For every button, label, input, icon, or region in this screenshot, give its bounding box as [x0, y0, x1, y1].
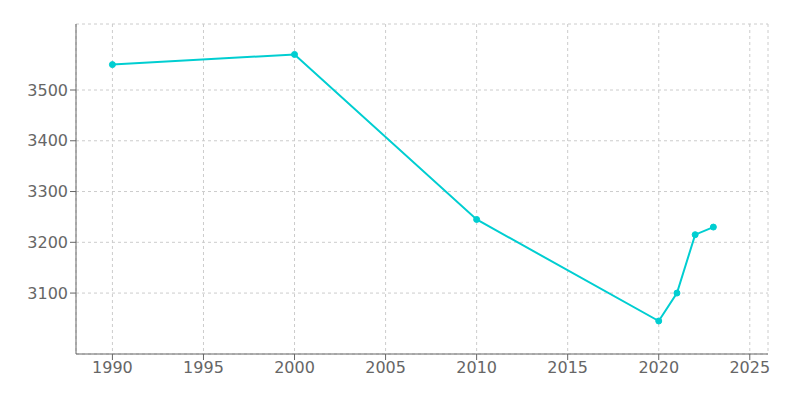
svg-text:1990: 1990 [92, 358, 133, 377]
svg-text:2000: 2000 [274, 358, 315, 377]
svg-text:2010: 2010 [456, 358, 497, 377]
svg-text:3500: 3500 [27, 81, 68, 100]
svg-text:2025: 2025 [729, 358, 770, 377]
svg-text:3100: 3100 [27, 284, 68, 303]
svg-text:2015: 2015 [547, 358, 588, 377]
svg-text:3200: 3200 [27, 233, 68, 252]
svg-text:2020: 2020 [638, 358, 679, 377]
svg-text:2005: 2005 [365, 358, 406, 377]
svg-text:1995: 1995 [183, 358, 224, 377]
svg-text:3300: 3300 [27, 182, 68, 201]
svg-text:3400: 3400 [27, 131, 68, 150]
